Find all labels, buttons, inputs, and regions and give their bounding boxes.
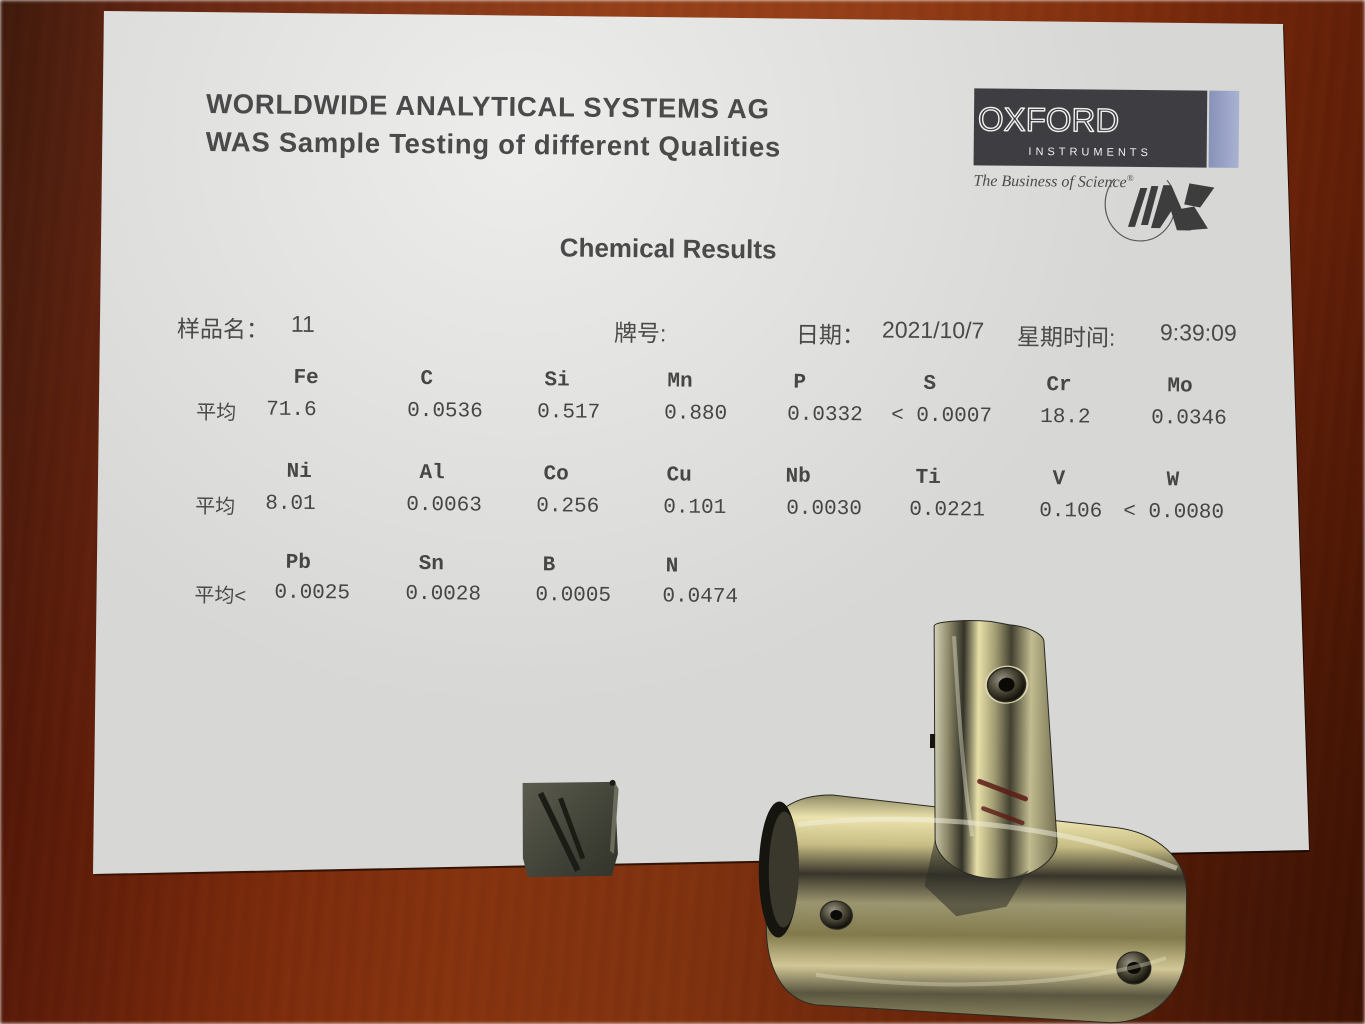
svg-text:OXFORD: OXFORD	[978, 100, 1120, 138]
